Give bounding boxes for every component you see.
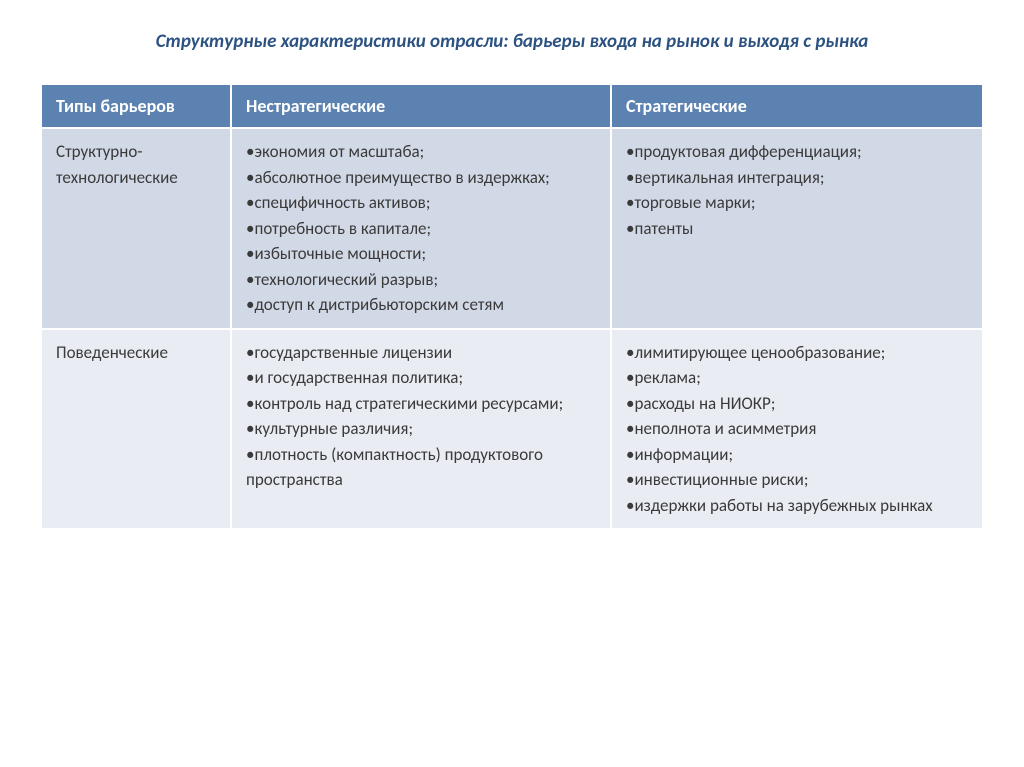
bullet-line: •экономия от масштаба; [246,139,596,165]
bullet-line: •торговые марки; [626,190,968,216]
cell-strategic: •лимитирующее ценообразование;•реклама;•… [611,329,983,530]
table-row: Структурно-технологические •экономия от … [41,128,983,329]
bullet-line: •неполнота и асимметрия [626,416,968,442]
bullet-line: •продуктовая дифференциация; [626,139,968,165]
col-header-strategic: Стратегические [611,84,983,128]
bullet-line: •культурные различия; [246,416,596,442]
bullet-line: •лимитирующее ценообразование; [626,340,968,366]
bullet-line: •контроль над стратегическими ресурсами; [246,391,596,417]
bullet-line: •расходы на НИОКР; [626,391,968,417]
row-label: Структурно-технологические [41,128,231,329]
cell-strategic: •продуктовая дифференциация;•вертикальна… [611,128,983,329]
bullet-line: •вертикальная интеграция; [626,165,968,191]
table-header-row: Типы барьеров Нестратегические Стратегич… [41,84,983,128]
row-label: Поведенческие [41,329,231,530]
col-header-nonstrategic: Нестратегические [231,84,611,128]
bullet-line: •информации; [626,442,968,468]
bullet-line: •специфичность активов; [246,190,596,216]
bullet-line: •издержки работы на зарубежных рынках [626,493,968,519]
bullet-line: •технологический разрыв; [246,267,596,293]
bullet-line: •потребность в капитале; [246,216,596,242]
cell-nonstrategic: •государственные лицензии•и государствен… [231,329,611,530]
barriers-table: Типы барьеров Нестратегические Стратегич… [40,83,984,530]
bullet-line: •реклама; [626,365,968,391]
bullet-line: •инвестиционные риски; [626,467,968,493]
bullet-line: •патенты [626,216,968,242]
bullet-line: •государственные лицензии [246,340,596,366]
page-title: Структурные характеристики отрасли: барь… [40,30,984,53]
bullet-line: •и государственная политика; [246,365,596,391]
bullet-line: •доступ к дистрибьюторским сетям [246,292,596,318]
cell-nonstrategic: •экономия от масштаба;•абсолютное преиму… [231,128,611,329]
bullet-line: •абсолютное преимущество в издержках; [246,165,596,191]
bullet-line: •избыточные мощности; [246,241,596,267]
table-row: Поведенческие •государственные лицензии•… [41,329,983,530]
bullet-line: •плотность (компактность) продуктового п… [246,442,596,493]
col-header-types: Типы барьеров [41,84,231,128]
